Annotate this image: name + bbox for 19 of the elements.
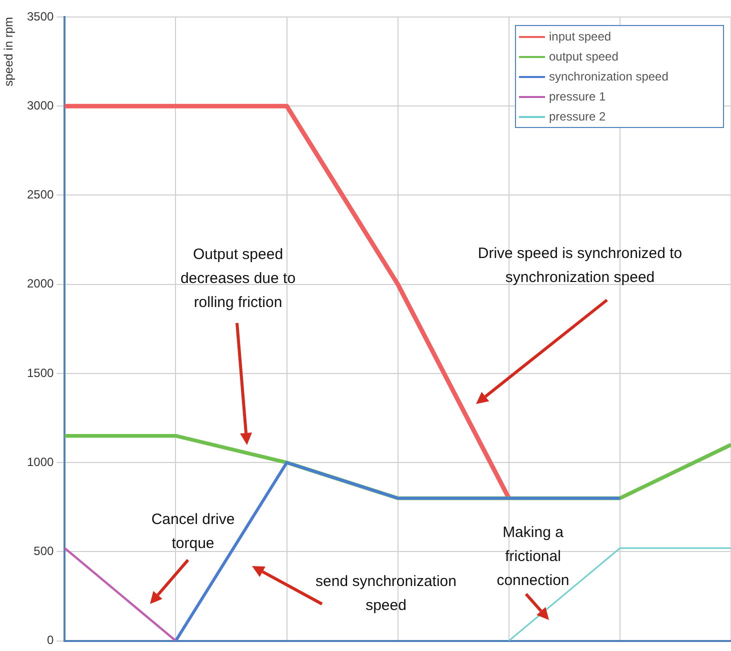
legend-label: synchronization speed [549, 69, 668, 84]
y-tick-label: 0 [47, 633, 54, 648]
annotation: send synchronization speed [316, 573, 456, 614]
y-tick-label: 2000 [26, 276, 54, 291]
legend-label: input speed [549, 29, 612, 44]
y-tick-label: 500 [34, 544, 54, 558]
y-axis-title: speed in rpm [1, 17, 16, 86]
y-tick-label: 1000 [26, 454, 54, 469]
legend-label: pressure 1 [549, 89, 606, 104]
legend-label: output speed [549, 49, 618, 64]
y-tick-label: 3000 [26, 98, 54, 112]
legend-label: pressure 2 [549, 109, 606, 124]
annotation: Cancel drive torque [151, 511, 235, 552]
annotation: Making a frictional connection [496, 524, 570, 590]
y-tick-label: 1500 [26, 366, 54, 380]
y-tick-label: 2500 [26, 188, 54, 202]
annotation: Drive speed is synchronized to synchronization speed [478, 245, 682, 286]
annotation: Output speed decreases due to rolling friction [180, 246, 296, 312]
y-tick-label: 3500 [26, 9, 54, 24]
